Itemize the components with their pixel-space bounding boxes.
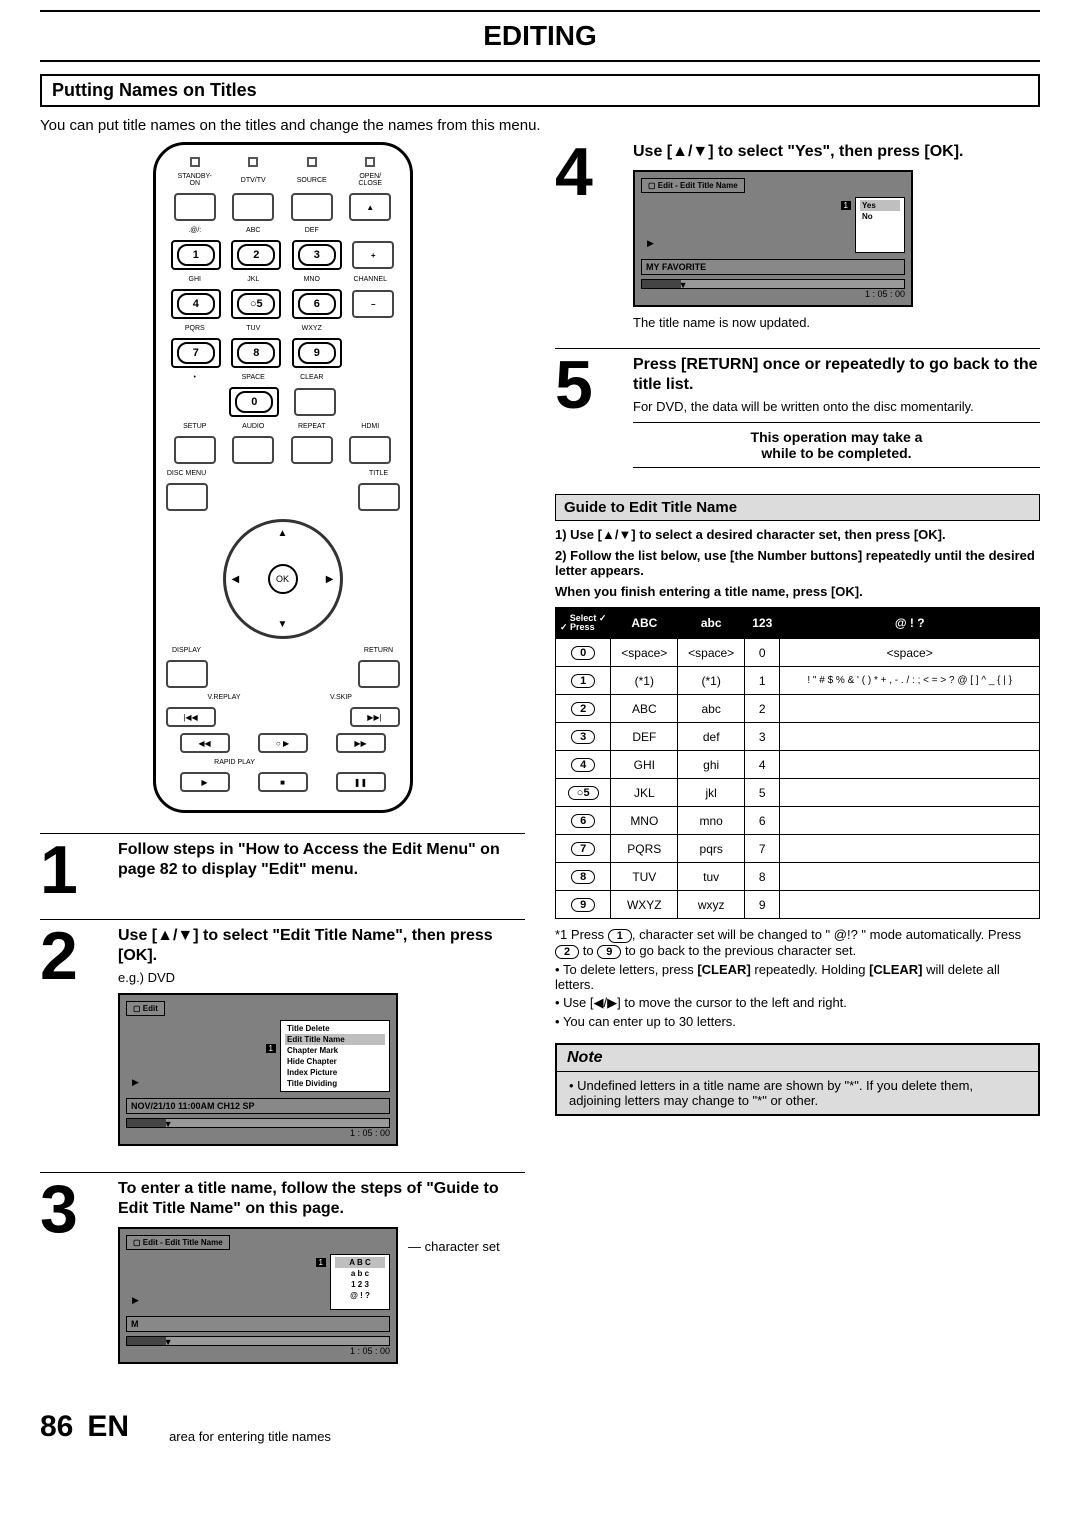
section-title: Putting Names on Titles <box>40 74 1040 107</box>
remote-control: STANDBY-ONDTV/TVSOURCEOPEN/ CLOSE ▲ .@/:… <box>153 142 413 813</box>
menu-item: Hide Chapter <box>285 1056 385 1067</box>
left-column: STANDBY-ONDTV/TVSOURCEOPEN/ CLOSE ▲ .@/:… <box>40 142 525 1390</box>
step-2: 2 Use [▲/▼] to select "Edit Title Name",… <box>40 919 525 1154</box>
chapter-title: EDITING <box>40 20 1040 52</box>
confirm-option: No <box>860 211 900 222</box>
table-row: 4GHIghi4 <box>556 751 1040 779</box>
table-row: 6MNOmno6 <box>556 807 1040 835</box>
menu-item: Title Dividing <box>285 1078 385 1089</box>
step-5: 5 Press [RETURN] once or repeatedly to g… <box>555 348 1040 476</box>
guide-body: 1) Use [▲/▼] to select a desired charact… <box>555 527 1040 599</box>
table-row: 8TUVtuv8 <box>556 863 1040 891</box>
footer-caption: area for entering title names <box>169 1429 331 1444</box>
note-box: Note • Undefined letters in a title name… <box>555 1043 1040 1116</box>
confirm-option: Yes <box>860 200 900 211</box>
table-row: ○5JKLjkl5 <box>556 779 1040 807</box>
step-1: 1 Follow steps in "How to Access the Edi… <box>40 833 525 901</box>
step-title: Follow steps in "How to Access the Edit … <box>118 840 525 880</box>
charset-row: a b c <box>335 1268 385 1279</box>
step-number: 1 <box>40 840 108 901</box>
menu-item: Edit Title Name <box>285 1034 385 1045</box>
edit-title-screenshot: ▢ Edit - Edit Title Name 1 ▶ A B Ca b c1… <box>118 1227 398 1364</box>
operation-warning: This operation may take a while to be co… <box>633 422 1040 468</box>
page-number: 86 <box>40 1410 73 1444</box>
charset-row: A B C <box>335 1257 385 1268</box>
step-4: 4 Use [▲/▼] to select "Yes", then press … <box>555 142 1040 330</box>
menu-item: Chapter Mark <box>285 1045 385 1056</box>
section-intro: You can put title names on the titles an… <box>40 117 1040 134</box>
guide-header: Guide to Edit Title Name <box>555 494 1040 521</box>
nav-pad: ▲▼◀▶ OK <box>223 519 343 639</box>
table-row: 9WXYZwxyz9 <box>556 891 1040 919</box>
table-row: 1(*1)(*1)1! " # $ % & ' ( ) * + , - . / … <box>556 667 1040 695</box>
menu-item: Index Picture <box>285 1067 385 1078</box>
guide-tips: *1 Press 1, character set will be change… <box>555 927 1040 1029</box>
character-table: Select ✓ ✓ Press ABC abc 123 @ ! ? 0<spa… <box>555 607 1040 919</box>
table-row: 2ABCabc2 <box>556 695 1040 723</box>
page-footer: 86 EN area for entering title names <box>40 1410 1040 1444</box>
menu-item: Title Delete <box>285 1023 385 1034</box>
table-row: 7PQRSpqrs7 <box>556 835 1040 863</box>
right-column: 4 Use [▲/▼] to select "Yes", then press … <box>555 142 1040 1390</box>
charset-row: 1 2 3 <box>335 1279 385 1290</box>
remote-row-labels: STANDBY-ONDTV/TVSOURCEOPEN/ CLOSE <box>166 173 400 187</box>
charset-row: @ ! ? <box>335 1290 385 1301</box>
confirm-yes-screenshot: ▢ Edit - Edit Title Name 1 ▶ YesNo MY FA… <box>633 170 913 307</box>
table-row: 3DEFdef3 <box>556 723 1040 751</box>
table-corner: Select ✓ ✓ Press <box>556 608 611 639</box>
language-code: EN <box>87 1410 129 1444</box>
step-3: 3 To enter a title name, follow the step… <box>40 1172 525 1372</box>
page-header: EDITING <box>40 10 1040 62</box>
table-row: 0<space><space>0<space> <box>556 639 1040 667</box>
edit-menu-screenshot: ▢ Edit 1 ▶ Title DeleteEdit Title NameCh… <box>118 993 398 1146</box>
